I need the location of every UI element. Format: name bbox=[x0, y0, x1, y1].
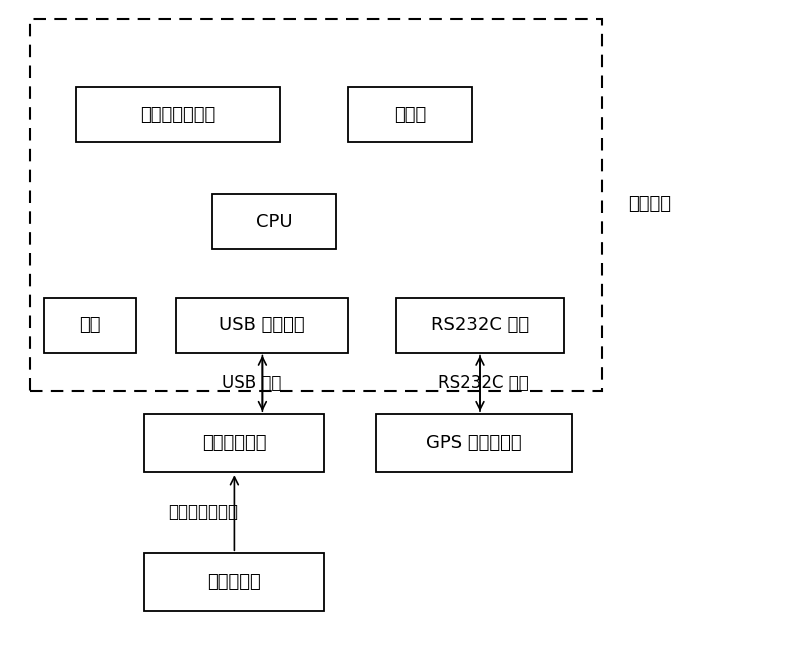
Text: RS232C 电缆: RS232C 电缆 bbox=[438, 374, 529, 392]
Bar bbox=[176, 298, 348, 353]
Bar bbox=[76, 87, 280, 142]
Bar bbox=[396, 298, 564, 353]
Text: RS232C 接口: RS232C 接口 bbox=[431, 316, 529, 334]
Bar bbox=[144, 553, 324, 611]
Bar bbox=[44, 298, 136, 353]
Text: 触摸屏: 触摸屏 bbox=[394, 106, 426, 124]
Bar bbox=[144, 414, 324, 472]
Text: GPS 接收机模块: GPS 接收机模块 bbox=[426, 434, 522, 452]
Bar bbox=[376, 414, 572, 472]
Bar bbox=[212, 194, 336, 249]
Text: USB 主机接口: USB 主机接口 bbox=[219, 316, 305, 334]
Text: 彩色液晶显示屏: 彩色液晶显示屏 bbox=[140, 106, 216, 124]
Text: 压力传感器: 压力传感器 bbox=[207, 573, 261, 591]
Bar bbox=[348, 87, 472, 142]
Text: 键盘: 键盘 bbox=[79, 316, 101, 334]
Text: 智能主机: 智能主机 bbox=[628, 195, 671, 213]
Text: USB 电缆: USB 电缆 bbox=[222, 374, 282, 392]
Bar bbox=[30, 19, 602, 391]
Text: 数据采集模块: 数据采集模块 bbox=[202, 434, 266, 452]
Text: 压力传感器电缆: 压力传感器电缆 bbox=[168, 503, 238, 521]
Text: CPU: CPU bbox=[256, 213, 292, 230]
